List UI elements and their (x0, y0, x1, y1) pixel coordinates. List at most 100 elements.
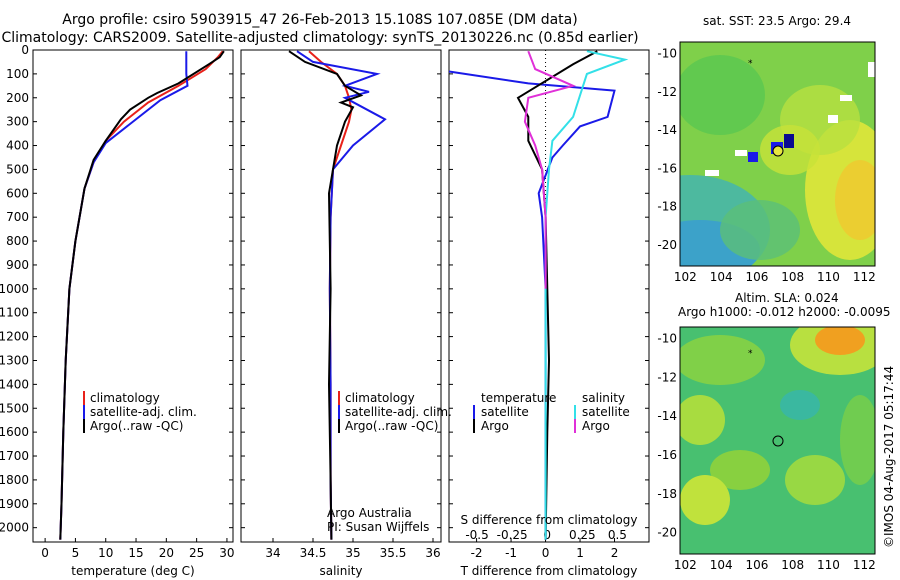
salinity-panel-frame (240, 49, 442, 543)
y-tick-label: 500 (6, 162, 29, 176)
legend-salinity-heading: salinity (582, 391, 625, 405)
temperature-panel-frame (32, 49, 234, 543)
x-tick-label-top: -0.25 (497, 528, 528, 542)
argo-location-marker (772, 145, 784, 157)
title-line-1: Argo profile: csiro 5903915_47 26-Feb-20… (62, 12, 578, 28)
sla-map-title-1: Altim. SLA: 0.024 (735, 291, 839, 305)
temperature-legend: climatology satellite-adj. clim. Argo(..… (83, 391, 197, 433)
x-tick-label: 34.5 (300, 546, 327, 560)
y-tick-label: 1700 (0, 449, 29, 463)
difference-xlabel-top: S difference from climatology (461, 513, 638, 527)
map-x-tick-label: 102 (674, 270, 697, 284)
y-tick-label: 700 (6, 210, 29, 224)
legend-s-satellite-label: satellite (582, 405, 630, 419)
legend-argo-label: Argo(..raw -QC) (345, 419, 438, 433)
legend-satellite-label: satellite-adj. clim. (345, 405, 452, 419)
x-tick-label: 5 (72, 546, 80, 560)
legend-t-satellite-label: satellite (481, 405, 529, 419)
map-x-tick-label: 104 (710, 270, 733, 284)
legend-t-argo-label: Argo (481, 419, 509, 433)
series-line-climatology (59, 50, 224, 540)
legend-temperature-heading: temperature (481, 391, 556, 405)
series-line-satellite (448, 70, 616, 540)
y-tick-label: 1200 (0, 330, 29, 344)
x-tick-label-top: 0.5 (608, 528, 627, 542)
sst-map-title: sat. SST: 23.5 Argo: 29.4 (703, 14, 851, 28)
x-tick-label-top: 0 (543, 528, 551, 542)
temperature-xlabel: temperature (deg C) (71, 564, 194, 578)
series-line-salinity-satellite (544, 50, 629, 540)
difference-legend: temperature satellite Argo salinity sate… (473, 391, 630, 433)
x-tick-label: 25 (189, 546, 204, 560)
y-tick-label: 1800 (0, 473, 29, 487)
y-tick-label: 2000 (0, 521, 29, 535)
title-line-2: Climatology: CARS2009. Satellite-adjuste… (1, 30, 639, 46)
map-x-tick-label: 110 (817, 558, 840, 572)
y-tick-label: 1000 (0, 282, 29, 296)
y-tick-label: 600 (6, 186, 29, 200)
map-y-tick-label: -16 (657, 161, 677, 175)
x-tick-label: 1 (576, 546, 584, 560)
difference-panel-frame (448, 49, 650, 543)
map-y-tick-label: -18 (657, 487, 677, 501)
map-y-tick-label: -16 (657, 448, 677, 462)
map-y-tick-label: -14 (657, 123, 677, 137)
series-line-argo-raw-qc- (59, 50, 225, 540)
x-tick-label: 35.5 (380, 546, 407, 560)
annotation-pi: PI: Susan Wijffels (327, 520, 429, 534)
map-y-tick-label: -20 (657, 526, 677, 540)
x-tick-label: 10 (98, 546, 113, 560)
sla-map-title-2: Argo h1000: -0.012 h2000: -0.0095 (678, 305, 891, 319)
salinity-xlabel: salinity (319, 564, 362, 578)
series-line-argo-raw-qc- (288, 50, 364, 540)
x-tick-label: 30 (219, 546, 234, 560)
map-x-tick-label: 112 (853, 558, 876, 572)
x-tick-label: 0 (41, 546, 49, 560)
x-tick-label: 20 (159, 546, 174, 560)
x-tick-label: -1 (505, 546, 517, 560)
map-x-tick-label: 108 (781, 270, 804, 284)
map-y-tick-label: -20 (657, 238, 677, 252)
x-tick-label: 15 (128, 546, 143, 560)
legend-climatology-label: climatology (345, 391, 415, 405)
x-tick-label-top: -0.5 (465, 528, 488, 542)
y-tick-label: 300 (6, 115, 29, 129)
argo-float-marker-sla: * (748, 349, 753, 359)
y-tick-label: 200 (6, 91, 29, 105)
sla-map: Altim. SLA: 0.024 Argo h1000: -0.012 h20… (678, 291, 891, 555)
y-tick-label: 1500 (0, 401, 29, 415)
legend-argo-label: Argo(..raw -QC) (90, 419, 183, 433)
map-x-tick-label: 102 (674, 558, 697, 572)
difference-xlabel: T difference from climatology (460, 564, 638, 578)
x-tick-label: 0 (542, 546, 550, 560)
x-tick-label: 2 (611, 546, 619, 560)
x-tick-label: 35 (345, 546, 360, 560)
map-y-tick-label: -12 (657, 370, 677, 384)
x-tick-label: 34 (265, 546, 280, 560)
x-tick-label-top: 0.25 (569, 528, 596, 542)
legend-s-argo-label: Argo (582, 419, 610, 433)
argo-float-marker: * (748, 59, 753, 69)
salinity-legend: climatology satellite-adj. clim. Argo(..… (327, 391, 452, 534)
map-x-tick-label: 112 (853, 270, 876, 284)
map-x-tick-label: 108 (781, 558, 804, 572)
y-tick-label: 1400 (0, 377, 29, 391)
map-x-tick-label: 110 (817, 270, 840, 284)
sst-map: sat. SST: 23.5 Argo: 29.4 * (679, 14, 876, 267)
y-tick-label: 100 (6, 67, 29, 81)
map-y-tick-label: -10 (657, 46, 677, 60)
map-y-tick-label: -14 (657, 409, 677, 423)
series-line-satellite-adj-clim- (296, 50, 387, 540)
credit-text: ©IMOS 04-Aug-2017 05:17:44 (882, 366, 896, 548)
map-y-tick-label: -18 (657, 200, 677, 214)
y-tick-label: 800 (6, 234, 29, 248)
map-x-tick-label: 106 (745, 270, 768, 284)
y-tick-label: 1300 (0, 353, 29, 367)
map-y-tick-label: -12 (657, 85, 677, 99)
y-tick-label: 1600 (0, 425, 29, 439)
legend-climatology-label: climatology (90, 391, 160, 405)
y-tick-label: 1100 (0, 306, 29, 320)
annotation-argo-australia: Argo Australia (327, 506, 412, 520)
argo-location-marker-sla (772, 435, 784, 447)
